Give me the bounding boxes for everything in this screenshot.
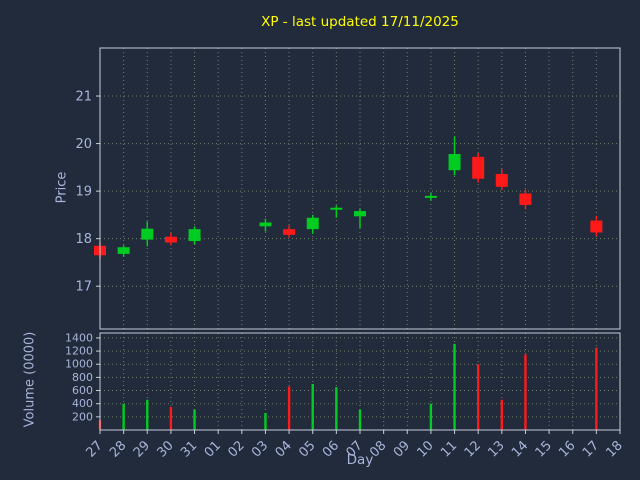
price-tick-label: 17 <box>75 280 92 295</box>
volume-tick-label: 600 <box>72 384 93 397</box>
price-tick-label: 21 <box>75 90 92 105</box>
volume-axis-label: Volume (0000) <box>22 331 38 428</box>
price-tick-label: 20 <box>75 137 92 152</box>
volume-tick-label: 800 <box>72 371 93 384</box>
candle-body-03 <box>259 222 272 227</box>
candle-body-29 <box>141 228 154 240</box>
price-panel-border <box>99 47 621 330</box>
price-axis-label: Price <box>54 171 70 204</box>
volume-tick-label: 1000 <box>65 358 93 371</box>
candle-body-14 <box>519 193 532 205</box>
volume-tick-label: 400 <box>72 397 93 410</box>
candle-body-28 <box>117 247 130 254</box>
candle-body-17 <box>590 220 603 233</box>
candle-body-12 <box>472 156 485 179</box>
day-axis-label: Day <box>346 452 374 468</box>
price-tick-label: 18 <box>75 232 92 247</box>
candle-body-11 <box>448 154 461 171</box>
volume-tick-label: 200 <box>72 410 93 423</box>
candle-body-05 <box>306 217 319 230</box>
volume-tick-label: 1200 <box>65 345 93 358</box>
volume-tick-label: 1400 <box>65 331 93 344</box>
price-tick-label: 19 <box>75 185 92 200</box>
candle-body-07 <box>354 211 366 217</box>
candle-body-30 <box>164 236 177 243</box>
candle-body-10 <box>424 195 437 198</box>
candle-body-31 <box>188 229 201 242</box>
candle-body-04 <box>283 229 296 235</box>
chart-title: XP - last updated 17/11/2025 <box>261 14 459 30</box>
candle-body-06 <box>330 207 343 210</box>
candle-body-13 <box>495 173 508 187</box>
